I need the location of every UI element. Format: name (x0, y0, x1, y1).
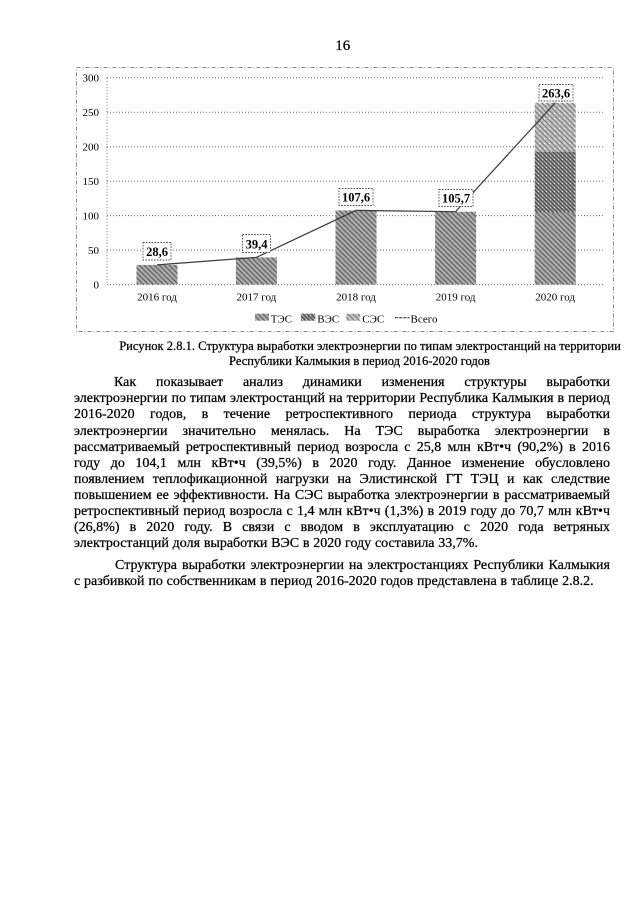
svg-text:2016 год: 2016 год (137, 291, 177, 303)
svg-text:0: 0 (94, 279, 100, 291)
svg-text:50: 50 (88, 245, 100, 257)
svg-text:ТЭС: ТЭС (271, 313, 292, 325)
svg-text:39,4: 39,4 (246, 238, 269, 252)
svg-text:СЭС: СЭС (362, 313, 384, 325)
svg-text:2017 год: 2017 год (237, 291, 277, 303)
svg-text:263,6: 263,6 (542, 87, 570, 101)
svg-text:300: 300 (83, 73, 100, 85)
svg-text:200: 200 (83, 142, 100, 154)
svg-text:105,7: 105,7 (442, 192, 470, 206)
svg-text:28,6: 28,6 (146, 245, 168, 259)
svg-text:2018 год: 2018 год (336, 291, 376, 303)
svg-text:250: 250 (83, 107, 100, 119)
svg-text:Всего: Всего (411, 313, 438, 325)
svg-text:150: 150 (83, 176, 100, 188)
svg-text:100: 100 (83, 210, 100, 222)
svg-text:107,6: 107,6 (342, 191, 370, 205)
svg-text:2020 год: 2020 год (535, 291, 575, 303)
svg-text:2019 год: 2019 год (436, 291, 476, 303)
svg-text:ВЭС: ВЭС (317, 313, 339, 325)
